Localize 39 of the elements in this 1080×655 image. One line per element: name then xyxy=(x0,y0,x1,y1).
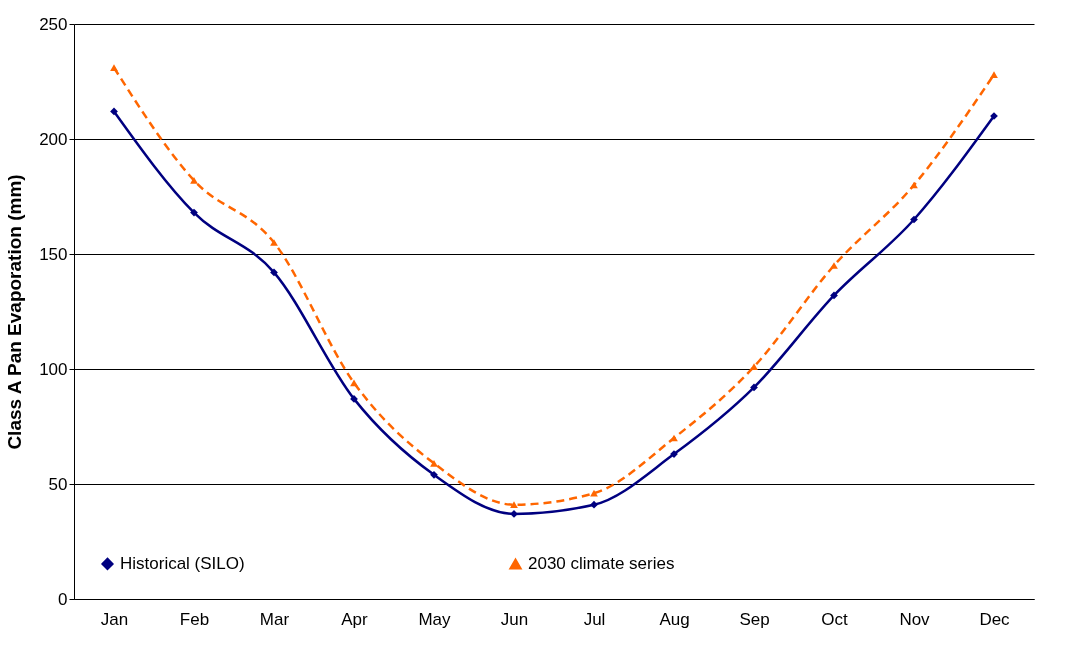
point xyxy=(910,215,918,224)
x-tick-label: May xyxy=(418,609,452,629)
y-tick-label: 200 xyxy=(39,129,68,149)
point xyxy=(110,107,118,116)
x-tick-label: Apr xyxy=(341,609,369,629)
point xyxy=(350,379,358,387)
point xyxy=(830,262,838,269)
x-tick-label: Jun xyxy=(500,609,529,629)
point xyxy=(110,64,118,72)
point xyxy=(750,363,758,371)
point xyxy=(830,291,838,300)
point xyxy=(510,501,518,509)
point xyxy=(430,470,438,479)
point xyxy=(990,71,998,78)
legend-label: 2030 climate series xyxy=(528,554,675,574)
point xyxy=(270,239,278,246)
x-tick-label: Jan xyxy=(100,609,129,629)
y-tick-label: 100 xyxy=(39,359,68,379)
x-tick-label: Jul xyxy=(583,609,606,629)
point xyxy=(590,489,598,497)
x-tick-label: Nov xyxy=(899,609,931,629)
point xyxy=(190,208,198,217)
point xyxy=(190,177,198,184)
legend-label: Historical (SILO) xyxy=(120,553,245,573)
y-axis-title: Class A Pan Evaporation (mm) xyxy=(4,174,26,450)
point xyxy=(430,459,438,467)
y-tick-label: 0 xyxy=(58,589,68,609)
x-tick-label: Sep xyxy=(739,609,770,629)
x-tick-label: Dec xyxy=(979,609,1011,629)
y-tick-label: 250 xyxy=(39,14,68,34)
point xyxy=(270,268,278,277)
point xyxy=(750,383,758,392)
y-tick-label: 50 xyxy=(48,474,68,494)
x-tick-label: Aug xyxy=(659,609,690,629)
point xyxy=(590,500,598,509)
y-tick-label: 150 xyxy=(39,244,68,264)
x-tick-label: Oct xyxy=(821,609,848,629)
x-tick-label: Mar xyxy=(259,609,290,629)
x-tick-label: Feb xyxy=(179,609,210,629)
